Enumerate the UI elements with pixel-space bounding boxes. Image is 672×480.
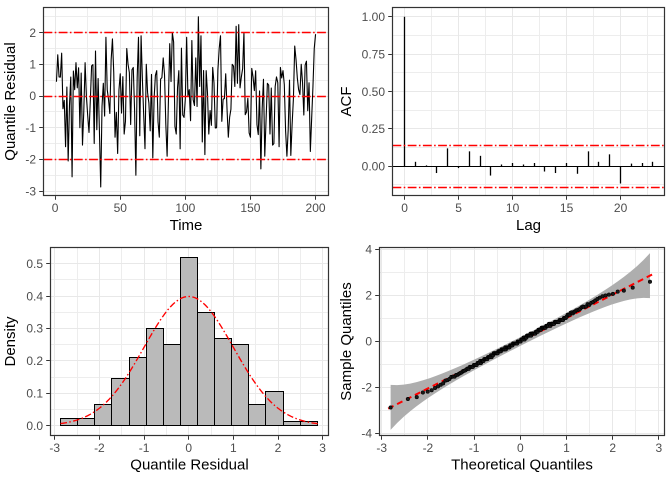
svg-text:Lag: Lag xyxy=(516,217,541,234)
svg-text:50: 50 xyxy=(114,201,128,215)
svg-text:2: 2 xyxy=(365,289,372,303)
svg-text:0: 0 xyxy=(29,89,36,103)
svg-text:100: 100 xyxy=(175,201,195,215)
svg-text:20: 20 xyxy=(614,201,628,215)
svg-text:3: 3 xyxy=(656,441,663,455)
svg-text:-2: -2 xyxy=(423,441,434,455)
svg-text:-3: -3 xyxy=(49,441,60,455)
svg-text:0.0: 0.0 xyxy=(26,419,43,433)
svg-text:2: 2 xyxy=(275,441,282,455)
svg-text:-4: -4 xyxy=(361,427,372,441)
svg-text:-1: -1 xyxy=(469,441,480,455)
svg-text:0.00: 0.00 xyxy=(362,160,386,174)
svg-text:0.25: 0.25 xyxy=(362,122,386,136)
svg-text:-2: -2 xyxy=(361,381,372,395)
svg-text:-2: -2 xyxy=(25,153,36,167)
svg-text:0.4: 0.4 xyxy=(26,289,43,303)
svg-text:Time: Time xyxy=(170,217,203,234)
svg-text:-3: -3 xyxy=(376,441,387,455)
svg-text:Density: Density xyxy=(2,316,19,367)
svg-text:2: 2 xyxy=(609,441,616,455)
svg-text:3: 3 xyxy=(319,441,326,455)
svg-text:1: 1 xyxy=(563,441,570,455)
svg-text:1: 1 xyxy=(29,58,36,72)
svg-text:0.75: 0.75 xyxy=(362,47,386,61)
svg-text:10: 10 xyxy=(506,201,520,215)
svg-text:0: 0 xyxy=(401,201,408,215)
svg-text:-1: -1 xyxy=(25,121,36,135)
svg-text:0: 0 xyxy=(185,441,192,455)
svg-text:0.1: 0.1 xyxy=(26,387,43,401)
svg-text:0: 0 xyxy=(517,441,524,455)
svg-text:5: 5 xyxy=(455,201,462,215)
svg-text:1: 1 xyxy=(230,441,237,455)
svg-text:0.2: 0.2 xyxy=(26,354,43,368)
svg-text:0.3: 0.3 xyxy=(26,322,43,336)
svg-text:ACF: ACF xyxy=(338,87,355,117)
svg-text:4: 4 xyxy=(365,243,372,257)
svg-text:-2: -2 xyxy=(94,441,105,455)
svg-text:0.5: 0.5 xyxy=(26,257,43,271)
svg-text:Quantile Residual: Quantile Residual xyxy=(130,456,248,473)
svg-text:15: 15 xyxy=(560,201,574,215)
svg-text:2: 2 xyxy=(29,26,36,40)
svg-text:-1: -1 xyxy=(139,441,150,455)
svg-text:0: 0 xyxy=(365,335,372,349)
svg-text:-3: -3 xyxy=(25,184,36,198)
svg-text:200: 200 xyxy=(306,201,326,215)
svg-text:1.00: 1.00 xyxy=(362,10,386,24)
svg-text:Quantile Residual: Quantile Residual xyxy=(2,42,19,160)
svg-text:150: 150 xyxy=(240,201,260,215)
svg-text:0: 0 xyxy=(52,201,59,215)
svg-text:Theoretical Quantiles: Theoretical Quantiles xyxy=(451,456,593,473)
svg-text:0.50: 0.50 xyxy=(362,85,386,99)
svg-text:Sample Quantiles: Sample Quantiles xyxy=(338,282,355,400)
